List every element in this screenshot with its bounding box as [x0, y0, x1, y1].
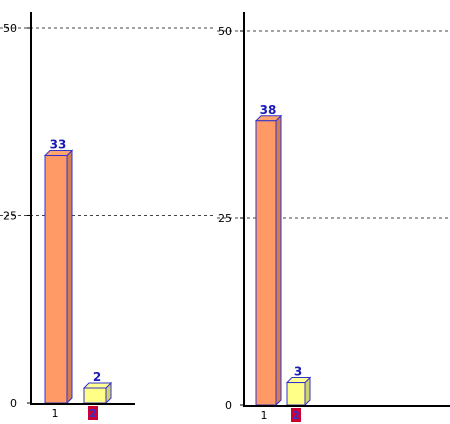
bar-front	[255, 120, 277, 406]
y-tick-label: 50	[218, 25, 232, 38]
y-tick-label: 0	[10, 397, 17, 410]
category-badge	[88, 406, 98, 420]
bar-value-label: 3	[294, 365, 302, 379]
bar-side	[275, 114, 282, 407]
bar	[43, 149, 74, 405]
bar-front	[286, 382, 306, 406]
bar-front	[83, 387, 107, 404]
bar-value-label: 38	[260, 103, 277, 117]
category-badge-label: 2	[292, 409, 300, 422]
category-badge	[291, 408, 301, 422]
bar	[285, 376, 312, 407]
y-tick-label: 25	[3, 210, 17, 223]
bar-front	[44, 155, 68, 404]
y-tick-label: 50	[3, 22, 17, 35]
y-tick-label: 0	[225, 399, 232, 412]
y-tick-label: 25	[218, 212, 232, 225]
bar-value-label: 2	[93, 370, 101, 384]
x-tick-label: 1	[52, 407, 59, 420]
bar	[254, 114, 283, 407]
bar-value-label: 33	[50, 138, 67, 152]
category-badge-label: 2	[89, 407, 97, 420]
bar	[82, 381, 113, 405]
x-tick-label: 1	[261, 409, 268, 422]
bar-side	[66, 149, 73, 405]
chart-panel-2: 0 25 50 38 3 1 2	[217, 12, 450, 422]
chart-panel-1: 0 25 50 33 2 1 2	[0, 12, 215, 420]
